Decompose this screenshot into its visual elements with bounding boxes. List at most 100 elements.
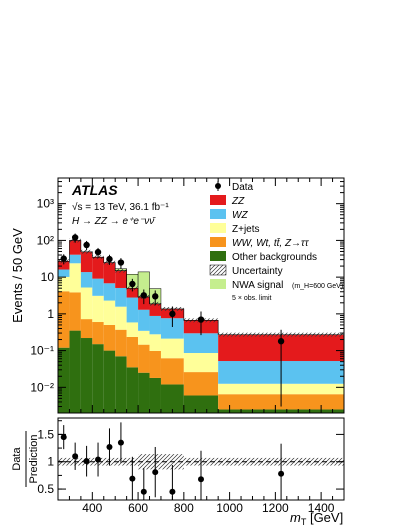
y-axis-label: Events / 50 GeV [10, 228, 25, 323]
upper-panel: 10⁻² 10⁻¹ 1 10 10² 10³ Events / 50 GeV ATLAS √s … [10, 177, 345, 414]
hist-bar [149, 315, 161, 335]
ratio-point [117, 439, 124, 446]
data-point [60, 255, 67, 262]
hist-bar [149, 334, 161, 351]
hist-bar [115, 287, 127, 307]
hist-bar [138, 309, 150, 331]
hist-bar [138, 372, 150, 413]
legend-label-unc: Uncertainty [232, 266, 283, 277]
ratio-point [60, 434, 67, 441]
ytick-label: 10 [41, 270, 55, 284]
hist-bar [80, 287, 93, 320]
hist-bar [149, 350, 161, 378]
hist-bar [183, 333, 219, 354]
legend-nwa-sub: (m_H=600 GeV) [292, 283, 343, 290]
ratio-ylabel-top: Data [11, 447, 23, 471]
hist-bar [160, 318, 184, 339]
ratio-point [95, 456, 102, 463]
xtick-label: 600 [128, 501, 148, 515]
data-point [277, 338, 285, 345]
legend-swatch [210, 279, 226, 289]
data-point [129, 280, 136, 288]
hist-bar [126, 288, 139, 298]
ratio-point [129, 475, 136, 482]
hist-bar [160, 338, 184, 359]
hist-bar [80, 251, 93, 273]
hist-bar [103, 350, 116, 413]
data-point [106, 255, 113, 263]
hist-bar [183, 372, 219, 396]
ytick-label: 10³ [37, 197, 54, 211]
hist-bar [115, 270, 127, 288]
ratio-ytick-label: 1.5 [37, 427, 54, 441]
ratio-band [138, 454, 150, 470]
hist-bar [80, 338, 93, 413]
hist-bar [58, 261, 70, 270]
xtick-label: 1200 [262, 501, 289, 515]
hist-bar [69, 254, 81, 264]
channel-label: H → ZZ → e⁺e⁻νν̄ [72, 216, 156, 227]
legend-swatch [210, 223, 226, 233]
hist-bar [183, 395, 219, 413]
ytick-label: 1 [47, 307, 54, 321]
legend-swatch [210, 237, 226, 247]
legend-swatch [210, 209, 226, 219]
hist-bar [92, 322, 104, 345]
hist-bar [138, 344, 150, 373]
hist-bar [103, 262, 116, 284]
energy-lumi: √s = 13 TeV, 36.1 fb⁻¹ [72, 201, 169, 213]
ytick-label: 10⁻² [30, 380, 54, 394]
hist-bar [115, 306, 127, 330]
ratio-point [278, 470, 285, 477]
legend-label-nwa: NWA signal [232, 280, 283, 291]
hist-bar [126, 297, 139, 323]
ratio-point [169, 488, 176, 495]
x-axis-label: mT [GeV] [290, 510, 343, 527]
hist-bar [138, 330, 150, 345]
legend-hatch-swatch [209, 264, 227, 276]
hist-bar [69, 292, 81, 331]
ratio-ytick-label: 1 [47, 455, 54, 469]
data-point [197, 316, 205, 323]
hist-bar [115, 329, 127, 357]
data-point [169, 310, 176, 318]
ratio-point [198, 476, 204, 483]
data-point [117, 259, 125, 266]
ratio-point [83, 458, 90, 465]
hist-bar [58, 269, 70, 277]
hist-bar [80, 319, 93, 339]
hist-bar [149, 303, 161, 316]
data-point [83, 241, 90, 249]
ratio-frame [57, 417, 345, 501]
ratio-point [106, 443, 113, 450]
hist-bar [126, 336, 139, 368]
ratio-ylabel-bottom: Prediction [28, 435, 40, 484]
xlabel-unit: [GeV] [306, 510, 343, 525]
hist-bar [218, 409, 344, 413]
hist-bar [58, 291, 70, 348]
legend-label-zjets: Z+jets [232, 224, 260, 235]
legend-label-ww: WW, Wt, tt̄, Z→ττ [232, 237, 310, 249]
hist-bar [69, 330, 81, 413]
hist-bar [58, 347, 70, 413]
xtick-label: 1400 [308, 501, 335, 515]
atlas-label: ATLAS [71, 182, 118, 198]
hist-bar [160, 358, 184, 385]
upper-frame [57, 177, 345, 414]
hist-bar [160, 384, 184, 413]
xlabel-m: m [290, 510, 301, 525]
hist-bar [126, 322, 139, 337]
ratio-panel: 0.5 1 1.5 400 600 800 1000 1200 1400 Data Predicti… [11, 417, 345, 527]
xlabel-sub: T [301, 517, 307, 527]
hist-bar [69, 240, 81, 255]
ratio-point [152, 469, 159, 476]
legend-data-marker [215, 183, 221, 189]
legend-label-zz: ZZ [231, 196, 245, 207]
hist-bar [126, 367, 139, 413]
data-point [71, 234, 79, 241]
hist-bar [103, 300, 116, 325]
hist-bar [103, 324, 116, 351]
ratio-point [72, 453, 79, 460]
hist-bar [92, 344, 104, 413]
